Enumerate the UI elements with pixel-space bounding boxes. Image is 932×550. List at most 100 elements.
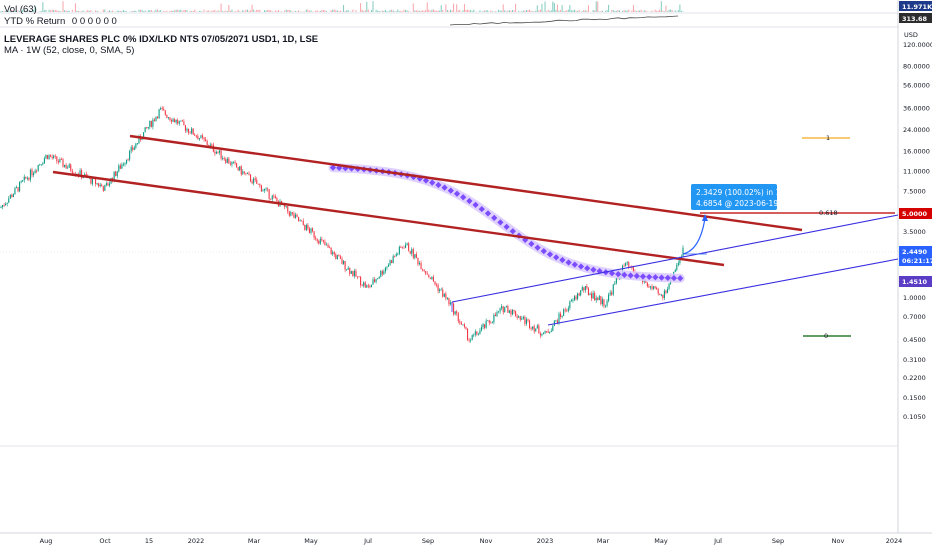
volume-bar — [175, 9, 177, 12]
volume-bar — [625, 10, 627, 12]
candle-body — [507, 306, 509, 313]
candle-body — [501, 306, 503, 309]
volume-bar — [384, 9, 386, 12]
volume-bar — [158, 10, 160, 12]
candle-body — [423, 270, 425, 272]
candle-body — [215, 151, 217, 154]
volume-bar — [352, 9, 354, 12]
candle-body — [172, 119, 174, 122]
volume-bar — [259, 9, 261, 12]
candle-body — [356, 276, 359, 278]
time-tick-label: Nov — [832, 537, 845, 545]
candle-body — [276, 198, 278, 202]
candle-body — [253, 178, 255, 184]
volume-bar — [130, 11, 132, 12]
candle-body — [36, 170, 38, 172]
volume-bar — [419, 11, 420, 12]
volume-bar — [462, 10, 464, 12]
volume-bar — [504, 10, 506, 12]
candle-body — [116, 171, 118, 177]
downtrend-line-lower[interactable] — [52, 170, 725, 267]
candle-body — [28, 178, 30, 180]
volume-bar — [592, 9, 594, 12]
candle-body — [338, 255, 340, 257]
candle-body — [567, 308, 569, 312]
candle-body — [414, 254, 416, 258]
candle-body — [119, 165, 121, 169]
channel-line-lower[interactable] — [547, 258, 899, 326]
candle-body — [11, 194, 13, 197]
candle-body — [136, 143, 138, 145]
countdown-text: 06:21:17 — [902, 257, 932, 265]
candle-body — [443, 293, 445, 297]
candle-body — [242, 171, 244, 175]
candle-body — [400, 246, 402, 248]
candle-body — [380, 271, 382, 277]
symbol-title[interactable]: LEVERAGE SHARES PLC 0% IDX/LKD NTS 07/05… — [4, 34, 319, 45]
candle-body — [674, 269, 676, 272]
volume-bar — [237, 9, 239, 12]
candle-body — [25, 176, 27, 179]
candle-body — [437, 285, 439, 292]
volume-bar — [484, 10, 486, 12]
projection-arrow[interactable] — [682, 217, 706, 255]
candle-body — [679, 258, 681, 264]
candle-body — [601, 299, 603, 305]
volume-bar — [96, 10, 98, 12]
price-tick-label: 0.2200 — [903, 374, 926, 382]
volume-bar — [222, 11, 224, 12]
candle-body — [592, 292, 594, 299]
candle-body — [516, 316, 518, 318]
candle-body — [405, 244, 407, 248]
volume-bar — [395, 11, 397, 12]
candle-body — [586, 286, 588, 289]
candle-body — [597, 298, 599, 301]
volume-bar — [501, 10, 503, 12]
candle-body — [569, 301, 571, 309]
projection-note[interactable] — [691, 184, 777, 210]
candle-body — [324, 241, 326, 246]
volume-bar — [144, 10, 146, 12]
volume-bar — [505, 11, 507, 12]
volume-bar — [499, 10, 501, 12]
downtrend-line-upper[interactable] — [129, 134, 803, 232]
volume-bar — [29, 10, 31, 12]
candle-body — [14, 187, 16, 195]
projection-arrowhead — [702, 214, 708, 221]
time-tick-label: May — [304, 537, 318, 545]
volume-bar — [287, 10, 289, 12]
ma-indicator-label[interactable]: MA · 1W (52, close, 0, SMA, 5) — [4, 45, 135, 56]
vol-label: Vol (63) — [4, 4, 37, 15]
candle-body — [153, 119, 155, 121]
fib-label-bottom: 0 — [824, 332, 828, 340]
channel-line-upper[interactable] — [451, 214, 899, 303]
time-tick-label: 2023 — [537, 537, 554, 545]
candle-body — [453, 303, 455, 315]
ma-marker — [447, 187, 454, 194]
volume-bar — [618, 10, 620, 12]
candle-body — [533, 326, 535, 332]
candle-body — [181, 120, 183, 122]
candle-body — [439, 289, 441, 292]
candle-body — [387, 264, 390, 267]
candle-body — [211, 144, 213, 146]
volume-bar — [324, 10, 326, 12]
candle-body — [459, 321, 461, 323]
candle-body — [422, 269, 424, 271]
candle-body — [341, 258, 343, 265]
candle-body — [164, 110, 166, 115]
volume-bar — [392, 10, 394, 12]
volume-bar — [220, 3, 222, 13]
candle-body — [248, 173, 250, 175]
volume-bar — [453, 3, 455, 12]
candle-body — [293, 213, 295, 218]
candle-body — [34, 170, 36, 174]
candle-body — [214, 151, 216, 154]
candle-body — [290, 212, 292, 216]
candle-body — [358, 276, 360, 278]
volume-bar — [408, 11, 410, 12]
candle-body — [449, 302, 452, 305]
volume-bar — [417, 10, 419, 12]
volume-bar — [174, 10, 176, 12]
